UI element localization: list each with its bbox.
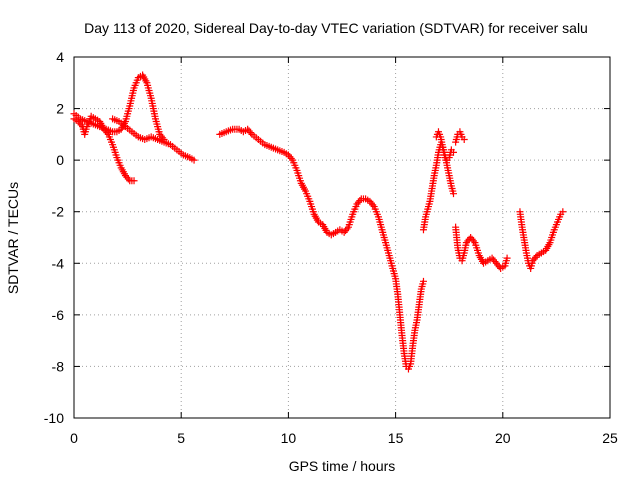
y-tick-labels: 4 2 0 -2 -4 -6 -8 -10 xyxy=(44,49,64,426)
data-marks xyxy=(70,71,567,373)
y-tick-label: -10 xyxy=(44,410,64,426)
x-tick-label: 15 xyxy=(388,430,404,446)
y-tick-label: -4 xyxy=(52,255,65,271)
data-point-marker xyxy=(287,154,295,162)
chart-title: Day 113 of 2020, Sidereal Day-to-day VTE… xyxy=(84,20,588,36)
x-tick-label: 10 xyxy=(281,430,297,446)
x-tick-labels: 0 5 10 15 20 25 xyxy=(70,430,618,446)
x-tick-label: 25 xyxy=(602,430,618,446)
data-point-marker xyxy=(190,156,198,164)
x-tick-label: 0 xyxy=(70,430,78,446)
data-point-marker xyxy=(469,237,477,245)
data-point-marker xyxy=(356,197,364,205)
data-point-marker xyxy=(449,148,457,156)
y-tick-label: -6 xyxy=(52,307,65,323)
data-point-marker xyxy=(77,121,85,129)
data-point-marker xyxy=(503,254,511,262)
plot-frame xyxy=(73,56,611,419)
y-tick-label: -8 xyxy=(52,358,65,374)
x-tick-label: 5 xyxy=(177,430,185,446)
data-point-marker xyxy=(247,129,255,137)
data-point-marker xyxy=(130,177,138,185)
y-tick-label: 2 xyxy=(56,101,64,117)
y-axis-label: SDTVAR / TECUs xyxy=(5,182,21,294)
data-point-marker xyxy=(419,277,427,285)
y-tick-label: -2 xyxy=(52,204,65,220)
x-tick-label: 20 xyxy=(495,430,511,446)
data-point-marker xyxy=(449,190,457,198)
data-point-marker xyxy=(559,208,567,216)
data-point-marker xyxy=(369,201,377,209)
data-point-marker xyxy=(343,225,351,233)
y-tick-label: 4 xyxy=(56,49,64,65)
data-point-marker xyxy=(460,136,468,144)
y-tick-label: 0 xyxy=(56,152,64,168)
data-point-marker xyxy=(124,175,132,183)
data-point-marker xyxy=(532,253,540,261)
grid-lines xyxy=(74,57,610,418)
x-axis-label: GPS time / hours xyxy=(289,458,396,474)
